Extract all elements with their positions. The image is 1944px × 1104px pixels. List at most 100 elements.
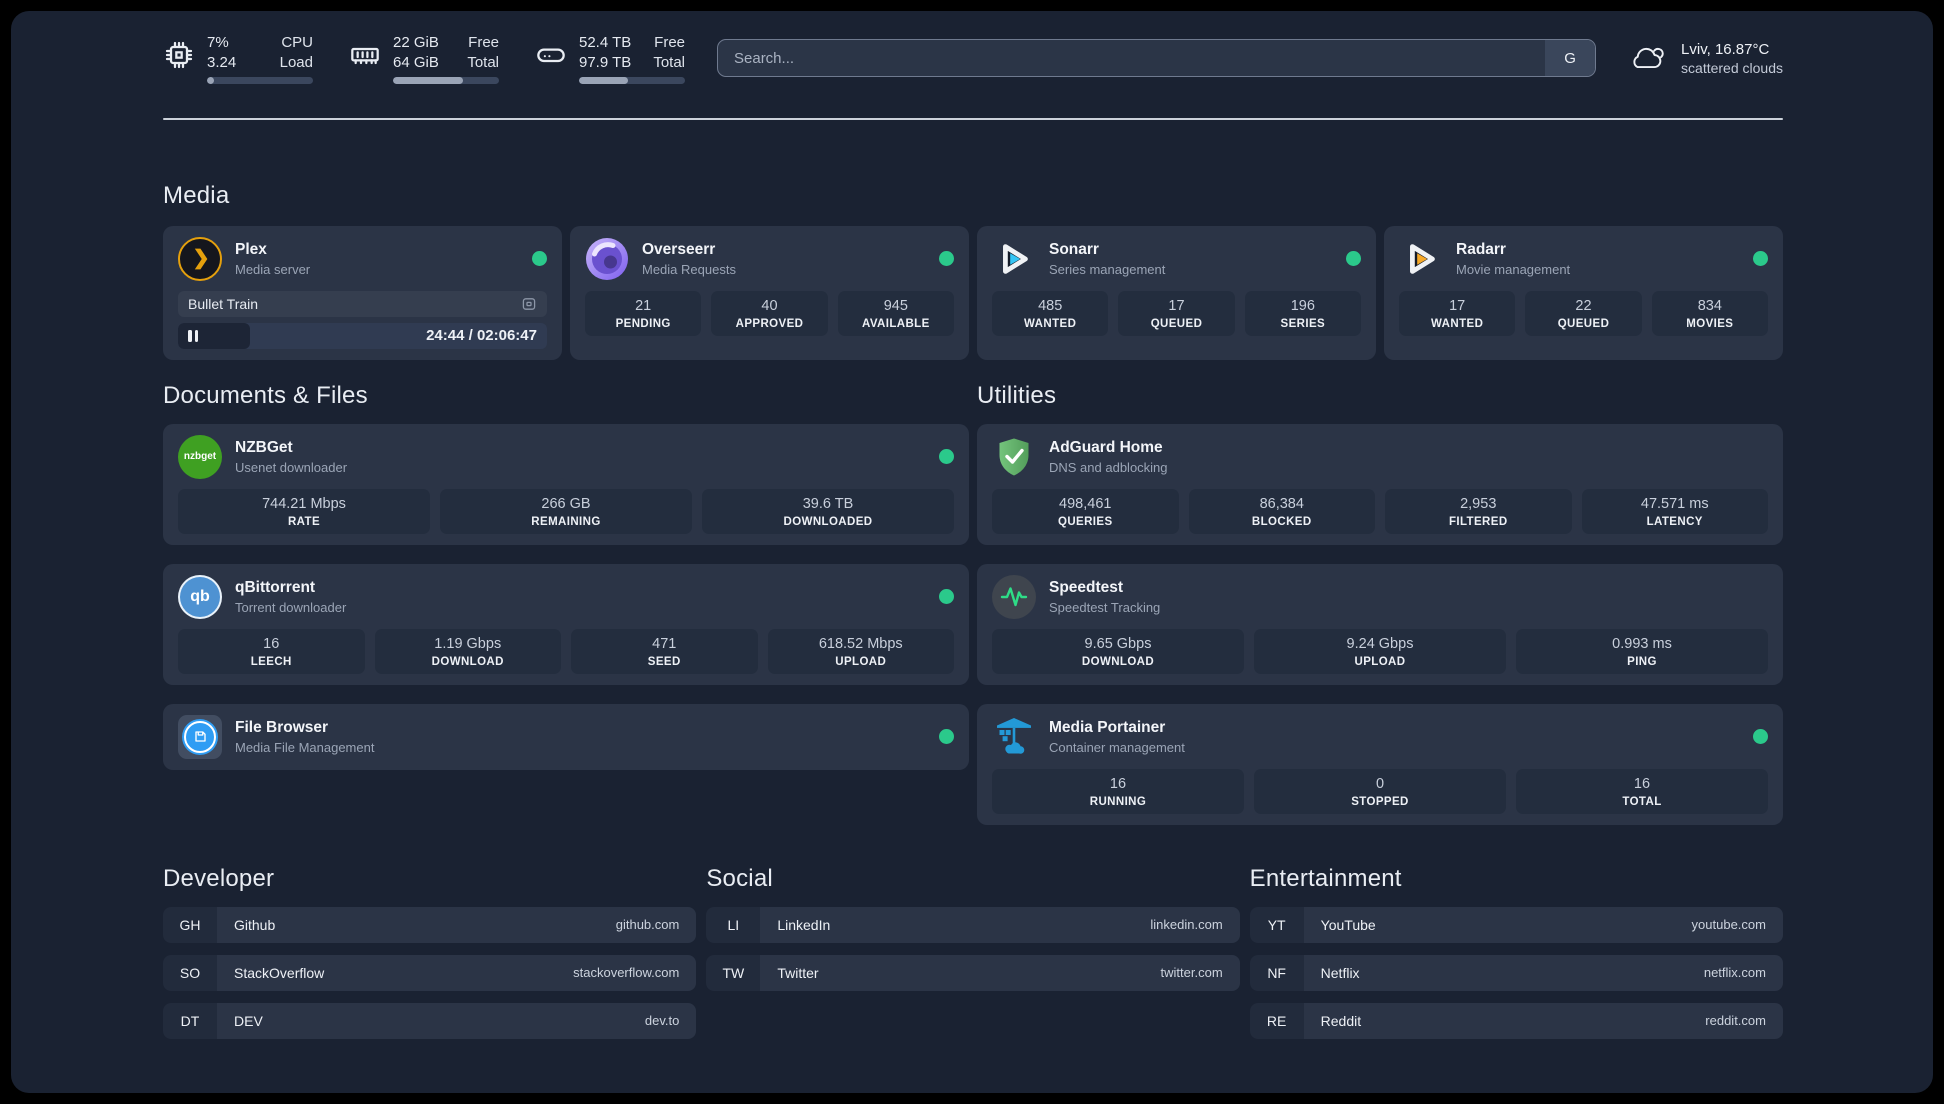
service-link-speedtest[interactable]: Speedtest Speedtest Tracking — [992, 574, 1161, 619]
search-input[interactable] — [718, 40, 1546, 77]
bookmark-url: linkedin.com — [1150, 917, 1223, 933]
service-description: Speedtest Tracking — [1049, 599, 1161, 615]
documents-column: Documents & Files nzbget NZBGet Usenet d… — [163, 360, 969, 825]
service-link-nzbget[interactable]: nzbget NZBGet Usenet downloader — [178, 434, 347, 479]
cpu-widget: 7% 3.24 CPU Load — [163, 33, 313, 84]
resource-widgets: 7% 3.24 CPU Load — [163, 33, 685, 84]
section-title-social: Social — [706, 864, 773, 892]
bookmark-name: LinkedIn — [777, 916, 831, 933]
stat-box: 618.52 Mbps UPLOAD — [767, 628, 954, 674]
service-link-plex[interactable]: Plex Media server — [178, 236, 311, 281]
topbar: 7% 3.24 CPU Load — [163, 33, 1783, 84]
section-title-media: Media — [163, 181, 230, 209]
section-title-utilities: Utilities — [977, 381, 1057, 409]
service-name: NZBGet — [235, 438, 293, 456]
service-name: Radarr — [1456, 240, 1506, 258]
service-link-radarr[interactable]: Radarr Movie management — [1399, 237, 1570, 281]
service-card-speedtest: Speedtest Speedtest Tracking 9.65 Gbps D… — [977, 563, 1783, 685]
bookmark-abbr: SO — [163, 954, 217, 991]
bookmark-url: dev.to — [644, 1013, 680, 1029]
bookmark-group-social: Social LI LinkedIn linkedin.com TW Twitt… — [706, 864, 1240, 1051]
disk-total-label: Total — [653, 53, 685, 71]
service-description: Torrent downloader — [235, 599, 347, 615]
cpu-load-value: 3.24 — [207, 53, 237, 71]
stat-box: 471 SEED — [571, 628, 758, 674]
bookmark-url: youtube.com — [1691, 917, 1766, 933]
weather-widget: Lviv, 16.87°C scattered clouds — [1626, 37, 1783, 79]
bookmark-reddit[interactable]: RE Reddit reddit.com — [1249, 1002, 1783, 1039]
adguard-icon — [992, 435, 1036, 479]
radarr-icon — [1399, 237, 1443, 281]
service-name: File Browser — [235, 718, 329, 736]
stat-box: 17 QUEUED — [1118, 290, 1235, 336]
service-card-adguard: AdGuard Home DNS and adblocking 498,461 … — [977, 423, 1783, 545]
disk-progress-fill — [579, 76, 628, 84]
cpu-usage-value: 7% — [207, 34, 229, 51]
bookmark-name: StackOverflow — [234, 964, 325, 981]
memory-total-label: Total — [467, 53, 499, 71]
status-online-dot — [1753, 729, 1768, 745]
dashboard-page: 7% 3.24 CPU Load — [11, 11, 1933, 1093]
search-provider-button[interactable]: G — [1545, 40, 1596, 77]
service-link-filebrowser[interactable]: File Browser Media File Management — [178, 714, 374, 759]
status-online-dot — [1346, 251, 1361, 267]
bookmark-linkedin[interactable]: LI LinkedIn linkedin.com — [706, 906, 1240, 943]
cpu-usage-label: CPU — [281, 34, 313, 51]
bookmark-name: Reddit — [1320, 1012, 1362, 1029]
bookmark-youtube[interactable]: YT YouTube youtube.com — [1249, 906, 1783, 943]
cloud-icon — [1626, 37, 1668, 79]
bookmark-dev[interactable]: DT DEV dev.to — [163, 1002, 697, 1039]
service-description: Media server — [235, 261, 311, 277]
filebrowser-icon — [178, 714, 222, 759]
stat-box: 945 AVAILABLE — [837, 290, 954, 336]
service-link-adguard[interactable]: AdGuard Home DNS and adblocking — [992, 435, 1168, 479]
bookmark-abbr: YT — [1249, 906, 1304, 943]
section-title-developer: Developer — [163, 864, 275, 892]
service-card-radarr: Radarr Movie management 17 WANTED 22 QUE… — [1384, 225, 1783, 360]
bookmark-netflix[interactable]: NF Netflix netflix.com — [1249, 954, 1783, 991]
disk-progressbar — [579, 76, 685, 84]
now-playing-title: Bullet Train — [188, 295, 259, 312]
service-link-overseerr[interactable]: Overseerr Media Requests — [585, 237, 736, 281]
service-description: DNS and adblocking — [1049, 459, 1168, 475]
bookmark-url: reddit.com — [1705, 1013, 1766, 1029]
bookmark-url: stackoverflow.com — [573, 965, 680, 981]
player-device-icon — [521, 296, 537, 312]
bookmark-twitter[interactable]: TW Twitter twitter.com — [706, 954, 1240, 991]
memory-icon — [349, 39, 381, 71]
bookmark-github[interactable]: GH Github github.com — [163, 906, 697, 943]
bookmark-url: github.com — [615, 917, 680, 933]
service-name: Media Portainer — [1049, 718, 1166, 736]
stat-box: 16 LEECH — [178, 628, 365, 674]
disk-icon — [535, 39, 567, 71]
stat-box: 1.19 Gbps DOWNLOAD — [374, 628, 561, 674]
bookmark-abbr: DT — [163, 1002, 217, 1039]
service-link-portainer[interactable]: Media Portainer Container management — [992, 715, 1185, 759]
stat-box: 498,461 QUERIES — [992, 488, 1179, 534]
bookmark-abbr: LI — [706, 906, 761, 943]
stat-box: 485 WANTED — [992, 290, 1109, 336]
service-link-qbittorrent[interactable]: qb qBittorrent Torrent downloader — [178, 574, 347, 619]
service-card-plex: Plex Media server Bullet Train — [163, 225, 562, 360]
stat-box: 16 RUNNING — [992, 768, 1244, 814]
bookmark-name: Github — [234, 916, 276, 933]
bookmark-name: Twitter — [777, 964, 819, 981]
service-name: AdGuard Home — [1049, 438, 1163, 456]
service-card-filebrowser: File Browser Media File Management — [163, 703, 969, 770]
service-card-nzbget: nzbget NZBGet Usenet downloader 744.21 M… — [163, 423, 969, 545]
bookmark-name: YouTube — [1320, 916, 1376, 933]
cpu-icon — [163, 39, 195, 71]
bookmark-abbr: RE — [1249, 1002, 1304, 1039]
status-online-dot — [939, 589, 954, 605]
service-description: Series management — [1049, 261, 1166, 277]
bookmark-stackoverflow[interactable]: SO StackOverflow stackoverflow.com — [163, 954, 697, 991]
stat-box: 47.571 ms LATENCY — [1581, 488, 1768, 534]
playback-progressbar: 24:44 / 02:06:47 — [178, 322, 547, 349]
stat-box: 266 GB REMAINING — [440, 488, 692, 534]
bookmark-name: DEV — [234, 1012, 263, 1029]
search-bar: G — [717, 39, 1597, 78]
memory-progress-fill — [393, 76, 463, 84]
status-online-dot — [939, 449, 954, 465]
bookmark-abbr: TW — [706, 954, 761, 991]
service-link-sonarr[interactable]: Sonarr Series management — [992, 237, 1165, 281]
